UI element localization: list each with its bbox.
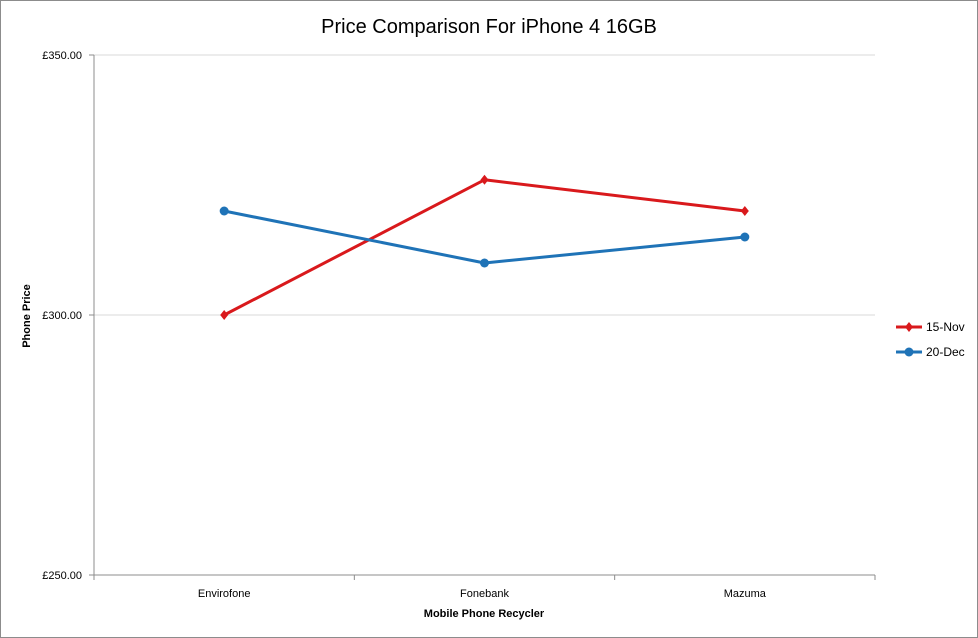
data-point-s0-1 — [480, 174, 489, 185]
legend-label-0: 15-Nov — [926, 320, 965, 334]
chart-title: Price Comparison For iPhone 4 16GB — [321, 16, 657, 38]
series-group — [219, 174, 750, 320]
x-tick-label-2: Mazuma — [724, 588, 767, 600]
data-point-s1-2 — [740, 232, 750, 242]
x-tick-label-0: Envirofone — [198, 588, 251, 600]
series-line-0 — [223, 178, 746, 317]
data-point-s1-0 — [219, 206, 229, 216]
data-point-s0-0 — [220, 310, 229, 320]
y-tick-label-2: £350.00 — [42, 50, 82, 62]
series-line-1 — [223, 209, 745, 265]
data-point-s1-1 — [480, 258, 489, 268]
legend-marker-0 — [905, 322, 913, 332]
x-tick-label-1: Fonebank — [460, 588, 509, 600]
gridlines — [94, 54, 875, 316]
y-tick-label-0: £250.00 — [42, 570, 82, 582]
x-axis-ticks: Envirofone Fonebank Mazuma — [93, 575, 876, 600]
x-axis-title: Mobile Phone Recycler — [424, 608, 545, 620]
legend-marker-1 — [904, 347, 914, 357]
legend-label-1: 20-Dec — [926, 345, 965, 359]
y-tick-label-1: £300.00 — [42, 310, 82, 322]
y-axis-ticks: £250.00 £300.00 £350.00 — [42, 50, 94, 582]
data-point-s0-2 — [740, 206, 749, 216]
legend: 15-Nov 20-Dec — [896, 320, 965, 359]
y-axis-title: Phone Price — [21, 284, 33, 348]
